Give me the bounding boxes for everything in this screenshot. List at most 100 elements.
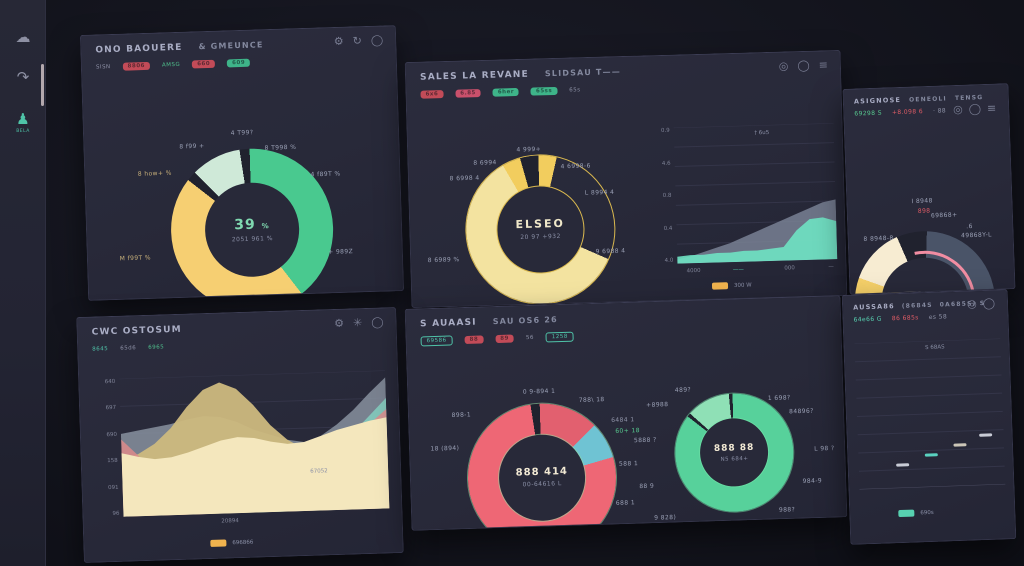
circle-icon[interactable]: ◯ bbox=[370, 33, 384, 47]
filter-chip[interactable]: 6x6 bbox=[420, 89, 444, 99]
apps-cluster-icon[interactable]: ☁ bbox=[15, 28, 31, 46]
filter-chip[interactable]: AMSG bbox=[161, 61, 181, 68]
donut-label: 5888 ? bbox=[633, 436, 657, 445]
profile-plant-icon[interactable]: ♟ BELA bbox=[0, 110, 46, 134]
card-title: CWC OSTOSUM bbox=[91, 324, 182, 338]
donut-label: 489? bbox=[674, 386, 692, 394]
filter-chip[interactable]: 609 bbox=[227, 58, 251, 67]
menu-icon[interactable]: ≡ bbox=[986, 101, 997, 115]
circle-icon[interactable]: ◯ bbox=[982, 296, 996, 311]
donut-label: 8 8948-8 bbox=[863, 234, 894, 243]
circle-icon[interactable]: ◯ bbox=[968, 102, 982, 116]
donut-center-sub: 00-64616 L bbox=[522, 480, 562, 489]
sidebar: ☁ ↷ ♟ BELA bbox=[0, 0, 46, 566]
donut-label: I 8948 bbox=[911, 196, 933, 205]
filter-chip[interactable]: 1258 bbox=[545, 331, 575, 342]
y-axis-label: 640 bbox=[104, 378, 116, 386]
x-axis-label: 000 bbox=[784, 265, 795, 272]
sales-donut: ELSEO 20 97 +932 bbox=[464, 153, 617, 306]
stat-value: · 88 bbox=[932, 107, 947, 115]
donut-label: L 98 ? bbox=[814, 445, 835, 453]
card-sales: SALES LA REVANE SLIDSAU t—— ◎ ◯ ≡ 6x6 6.85 6… bbox=[404, 49, 848, 309]
chart-legend: 300 W bbox=[711, 282, 752, 290]
sidebar-icon-label: BELA bbox=[16, 129, 30, 134]
legend-label: 696866 bbox=[232, 539, 254, 546]
x-axis-label: —— bbox=[732, 266, 744, 274]
asterisk-icon[interactable]: ✳ bbox=[352, 316, 363, 330]
dash-mark bbox=[953, 443, 967, 447]
filter-chip[interactable]: 69586 bbox=[420, 334, 453, 346]
stat-value: es 58 bbox=[928, 313, 948, 321]
target-icon[interactable]: ◎ bbox=[778, 59, 789, 73]
y-axis-label: 091 bbox=[107, 484, 119, 491]
filter-chip[interactable]: 65ss bbox=[530, 86, 558, 96]
filter-chip[interactable]: 6965 bbox=[148, 343, 165, 351]
filter-chip[interactable]: 8806 bbox=[122, 61, 151, 71]
donut-label: 4 99S % bbox=[315, 292, 344, 301]
target-icon[interactable]: ◎ bbox=[952, 102, 963, 117]
stat-value: 64e66 G bbox=[853, 315, 883, 324]
donut-label: 8 T998 % bbox=[264, 143, 297, 152]
card-title: ASIGNOSE bbox=[853, 95, 902, 106]
donut-label: 8 6994 bbox=[473, 158, 497, 167]
donut-label: .6 bbox=[966, 223, 973, 231]
filter-chip[interactable]: SISN bbox=[95, 63, 111, 71]
donut-label: 9 6988 4 bbox=[595, 247, 626, 256]
donut-label: 4 f89T % bbox=[310, 170, 341, 179]
card-distribution: S AUAASI SAU OS6 26 69586 88 89 56 1258 0 9-… bbox=[404, 295, 848, 531]
y-axis-label: 158 bbox=[107, 458, 118, 465]
donut-label: 1 698? bbox=[767, 393, 791, 402]
donut-label: + 989Z bbox=[328, 248, 354, 256]
donut-center-sub: 20 97 +932 bbox=[520, 233, 561, 242]
x-axis-label: 4000 bbox=[686, 267, 701, 275]
y-axis-label: 4.6 bbox=[661, 160, 671, 167]
donut-label: +8988 bbox=[646, 401, 669, 409]
card-engagement: ONO BAOUERE & GMEUNCE ⚙ ↻ ◯ SISN 8806 AMSG 66… bbox=[79, 25, 405, 301]
card-subtitle: SAU OS6 26 bbox=[492, 315, 558, 327]
legend-label: 690s bbox=[920, 509, 934, 516]
donut-label: 4 6998-6 bbox=[560, 162, 591, 170]
donut-label: 88 9 bbox=[639, 482, 655, 491]
dash-mark bbox=[979, 433, 993, 438]
card-title: AUSSA86 bbox=[852, 302, 895, 312]
menu-icon[interactable]: ≡ bbox=[818, 58, 829, 72]
filter-chip[interactable]: 6her bbox=[492, 87, 520, 97]
target-icon[interactable]: ◎ bbox=[966, 297, 977, 311]
filter-chip[interactable]: 89 bbox=[495, 333, 515, 343]
filter-chip[interactable]: 56 bbox=[525, 334, 534, 341]
refresh-icon[interactable]: ↻ bbox=[352, 34, 363, 48]
donut-center-value: 39 % bbox=[234, 216, 270, 234]
chart-annotation: † 6u5 bbox=[754, 130, 770, 137]
donut-label: 69868+ bbox=[930, 211, 958, 220]
legend-label: 300 W bbox=[733, 282, 752, 289]
donut-label: 8 f99 + bbox=[179, 142, 205, 151]
filter-chip[interactable]: 660 bbox=[192, 59, 216, 69]
scroll-indicator[interactable] bbox=[41, 64, 44, 106]
y-axis-label: 0.9 bbox=[660, 127, 670, 135]
filter-chip[interactable]: 65d6 bbox=[120, 344, 137, 352]
card-title: S AUAASI bbox=[419, 317, 477, 330]
filter-chip[interactable]: 65s bbox=[569, 86, 581, 94]
chart-annotation: S 68AS bbox=[925, 344, 945, 352]
donut-center-value: 888 88 bbox=[713, 442, 755, 454]
y-axis-label: 0.8 bbox=[662, 192, 672, 199]
stat-value: 86 685s bbox=[891, 314, 919, 323]
x-axis-label: — bbox=[828, 264, 834, 271]
donut-center-sub: N5 684+ bbox=[720, 455, 749, 463]
filter-chip[interactable]: 88 bbox=[464, 334, 484, 344]
redo-arrow-icon[interactable]: ↷ bbox=[16, 68, 30, 86]
gear-icon[interactable]: ⚙ bbox=[333, 316, 345, 330]
gear-icon[interactable]: ⚙ bbox=[333, 34, 344, 49]
donut-label: L 8994 4 bbox=[584, 188, 615, 197]
card-subtitle: (8684s bbox=[901, 301, 933, 310]
filter-chip[interactable]: 6.85 bbox=[455, 88, 481, 98]
stat-value: 69298 S bbox=[854, 109, 883, 118]
y-axis-label: 0.4 bbox=[663, 225, 673, 232]
filter-chip[interactable]: 8645 bbox=[92, 345, 109, 353]
card-subtitle-2: TENSG bbox=[954, 94, 984, 103]
chart-annotation: 67052 bbox=[310, 468, 328, 476]
donut-label: 898 bbox=[917, 207, 931, 215]
donut-center-sub: 2051 961 % bbox=[231, 235, 274, 244]
circle-icon[interactable]: ◯ bbox=[371, 315, 384, 329]
circle-icon[interactable]: ◯ bbox=[797, 58, 810, 73]
